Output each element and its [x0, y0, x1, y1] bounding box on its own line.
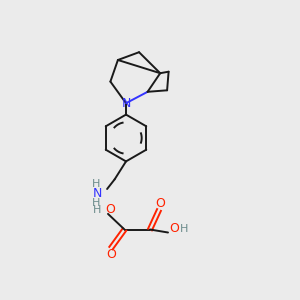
Text: H: H [180, 224, 189, 234]
Text: O: O [156, 197, 165, 210]
Text: O: O [170, 222, 179, 235]
Text: N: N [121, 97, 131, 110]
Text: N: N [93, 187, 102, 200]
Text: H: H [92, 178, 100, 189]
Text: O: O [105, 203, 115, 216]
Text: H: H [92, 198, 100, 208]
Text: H: H [93, 205, 102, 215]
Text: O: O [106, 248, 116, 261]
